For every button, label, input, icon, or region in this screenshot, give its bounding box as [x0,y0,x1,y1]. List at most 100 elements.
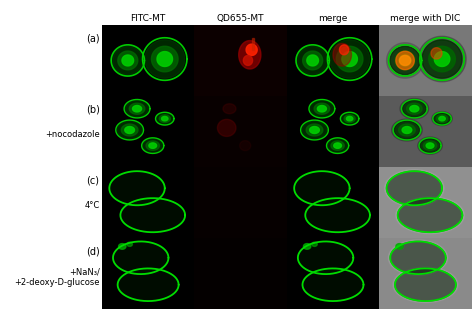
Polygon shape [312,242,317,246]
Polygon shape [334,143,341,149]
Text: (b): (b) [86,105,100,115]
Polygon shape [329,40,370,78]
Polygon shape [422,40,462,78]
Polygon shape [118,51,138,70]
Polygon shape [394,121,419,139]
Polygon shape [120,198,185,232]
Polygon shape [156,113,173,124]
Polygon shape [159,115,170,123]
Polygon shape [310,127,319,134]
Polygon shape [298,241,353,274]
Polygon shape [344,115,355,123]
Polygon shape [125,127,135,134]
Polygon shape [302,121,327,139]
Polygon shape [157,51,173,66]
Polygon shape [294,171,350,205]
Polygon shape [342,51,357,66]
Polygon shape [303,51,323,70]
Polygon shape [328,139,347,153]
Polygon shape [302,268,364,301]
Polygon shape [429,46,456,72]
Polygon shape [127,242,132,246]
Polygon shape [152,46,178,72]
Polygon shape [418,137,442,154]
Polygon shape [246,44,257,56]
Text: 4°C: 4°C [84,202,100,211]
Polygon shape [305,198,370,232]
Polygon shape [423,141,437,150]
Polygon shape [333,43,351,66]
Polygon shape [392,119,422,141]
Polygon shape [387,43,424,78]
Polygon shape [339,45,349,55]
Polygon shape [143,139,163,153]
Polygon shape [346,116,353,121]
Polygon shape [420,139,440,153]
Text: (c): (c) [87,175,100,185]
Polygon shape [303,244,311,249]
Text: QD655-MT: QD655-MT [217,14,264,23]
Polygon shape [396,51,414,70]
Polygon shape [310,100,334,117]
Polygon shape [133,105,142,112]
Polygon shape [390,241,446,274]
Polygon shape [122,55,134,66]
Polygon shape [398,198,462,232]
Polygon shape [400,99,428,119]
Polygon shape [306,124,323,136]
Polygon shape [149,143,156,149]
Polygon shape [298,46,328,75]
Polygon shape [395,268,456,301]
Polygon shape [399,55,411,66]
Polygon shape [121,124,138,136]
Polygon shape [341,113,358,124]
Polygon shape [307,55,319,66]
Polygon shape [399,124,415,136]
Polygon shape [396,244,403,249]
Polygon shape [109,171,165,205]
Polygon shape [390,46,420,75]
Polygon shape [437,115,447,123]
Polygon shape [126,100,149,117]
Polygon shape [402,127,412,134]
Polygon shape [434,113,450,124]
Text: +nocodazole: +nocodazole [45,130,100,139]
Polygon shape [431,48,442,59]
Text: FITC-MT: FITC-MT [130,14,166,23]
Polygon shape [385,170,444,207]
Polygon shape [387,171,442,205]
Polygon shape [393,267,458,303]
Polygon shape [223,104,236,114]
Text: (a): (a) [86,33,100,43]
Text: merge with DIC: merge with DIC [390,14,461,23]
Polygon shape [389,240,447,275]
Polygon shape [331,141,344,150]
Polygon shape [239,41,261,69]
Polygon shape [434,51,450,66]
Polygon shape [113,241,168,274]
Polygon shape [252,38,255,50]
Polygon shape [439,116,445,121]
Polygon shape [432,112,452,126]
Polygon shape [410,105,419,112]
Polygon shape [395,51,415,70]
Text: merge: merge [319,14,347,23]
Polygon shape [218,119,236,136]
Polygon shape [145,40,185,78]
Polygon shape [129,103,145,114]
Polygon shape [337,46,363,72]
Polygon shape [418,36,466,82]
Text: (d): (d) [86,246,100,256]
Polygon shape [113,46,143,75]
Polygon shape [243,56,253,66]
Polygon shape [240,141,251,151]
Text: +NaN₃/
+2-deoxy-D-glucose: +NaN₃/ +2-deoxy-D-glucose [14,267,100,287]
Polygon shape [118,268,179,301]
Polygon shape [117,121,142,139]
Polygon shape [403,100,426,117]
Polygon shape [162,116,168,121]
Polygon shape [118,244,126,249]
Polygon shape [407,103,422,114]
Polygon shape [426,143,434,149]
Polygon shape [400,56,410,66]
